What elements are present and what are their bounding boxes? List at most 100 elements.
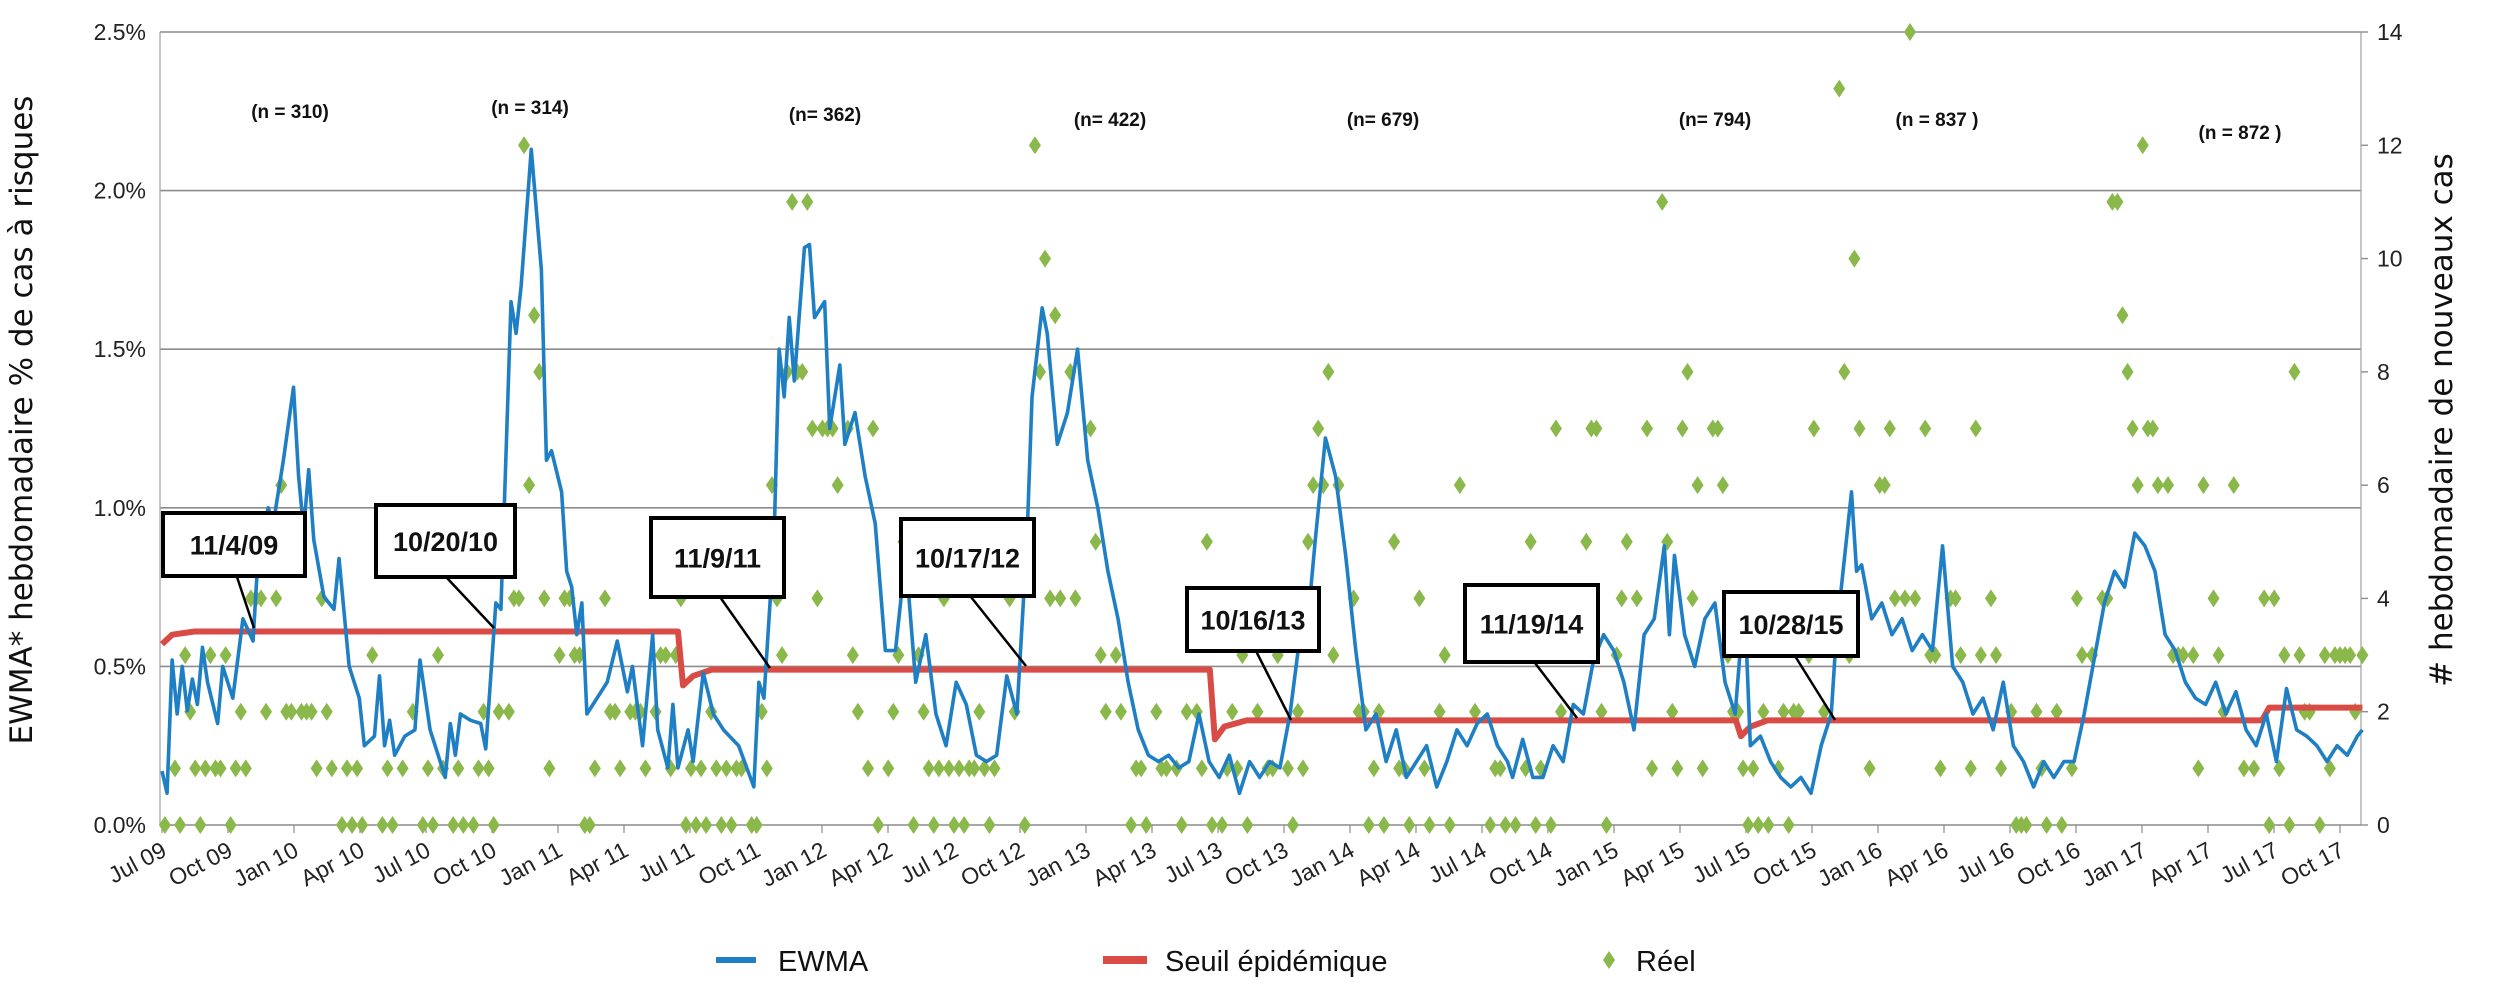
x-tick-label: Oct 09 <box>164 836 236 891</box>
x-tick-label: Apr 14 <box>1352 836 1424 891</box>
reel-point <box>1919 419 1932 438</box>
reel-point <box>1949 589 1962 608</box>
reel-point <box>1195 759 1208 778</box>
season-count-label: (n= 422) <box>1074 110 1146 131</box>
x-tick-label: Jul 17 <box>2216 836 2282 888</box>
reel-point <box>1590 419 1603 438</box>
reel-point <box>325 759 338 778</box>
reel-point <box>1054 589 1067 608</box>
reel-point <box>1848 249 1861 268</box>
reel-point <box>1909 589 1922 608</box>
x-tick-label: Jan 17 <box>2077 836 2150 891</box>
reel-point <box>234 702 247 721</box>
y2-tick-label: 4 <box>2377 585 2390 611</box>
reel-point <box>1964 759 1977 778</box>
callout-pointer <box>446 577 495 629</box>
x-tick-label: Jul 10 <box>368 836 434 888</box>
reel-point <box>1646 759 1659 778</box>
reel-point <box>1792 702 1805 721</box>
reel-point <box>158 816 171 834</box>
reel-point <box>1762 816 1775 834</box>
reel-point <box>1125 816 1138 834</box>
x-tick-label: Apr 15 <box>1616 836 1688 891</box>
x-tick-label: Oct 12 <box>956 836 1028 891</box>
reel-point <box>239 759 252 778</box>
reel-point <box>1772 759 1785 778</box>
reel-point <box>2076 646 2089 665</box>
x-tick-label: Jul 13 <box>1160 836 1226 888</box>
reel-point <box>1453 476 1466 495</box>
reel-point <box>1888 589 1901 608</box>
reel-point <box>169 759 182 778</box>
reel-point <box>421 759 434 778</box>
reel-point <box>1302 532 1315 551</box>
reel-point <box>260 702 273 721</box>
reel-point <box>725 816 738 834</box>
callout-box <box>374 503 517 579</box>
reel-point <box>2040 816 2053 834</box>
reel-point <box>1676 419 1689 438</box>
x-tick-label: Oct 10 <box>428 836 500 891</box>
x-tick-label: Jul 12 <box>896 836 962 888</box>
reel-point <box>1099 702 1112 721</box>
reel-point <box>1377 816 1390 834</box>
reel-point <box>695 759 708 778</box>
reel-point <box>1413 589 1426 608</box>
reel-point <box>1226 702 1239 721</box>
reel-point <box>1109 646 1122 665</box>
reel-point <box>1049 306 1062 325</box>
y-tick-label: 1.0% <box>94 495 146 521</box>
reel-point <box>1555 702 1568 721</box>
reel-point <box>376 816 389 834</box>
x-tick-label: Oct 11 <box>694 836 765 890</box>
reel-point <box>1175 816 1188 834</box>
reel-point <box>2212 646 2225 665</box>
season-count-label: (n = 837 ) <box>1896 110 1979 131</box>
reel-point <box>2121 362 2134 381</box>
reel-point <box>2344 646 2357 665</box>
reel-point <box>1757 702 1770 721</box>
reel-point <box>2131 476 2144 495</box>
y-tick-label: 0.5% <box>94 653 146 679</box>
reel-point <box>1094 646 1107 665</box>
reel-point <box>1286 816 1299 834</box>
reel-point <box>2111 192 2124 211</box>
x-tick-label: Jul 16 <box>1952 836 2018 888</box>
reel-point <box>543 759 556 778</box>
reel-point <box>2162 476 2175 495</box>
reel-point <box>523 476 536 495</box>
callout-date-label: 11/19/14 <box>1480 610 1584 640</box>
reel-point <box>492 702 505 721</box>
y-tick-label: 2.5% <box>94 19 146 45</box>
season-count-label: (n= 679) <box>1347 110 1419 131</box>
reel-point <box>1312 419 1325 438</box>
reel-point <box>942 759 955 778</box>
reel-point <box>1863 759 1876 778</box>
reel-point <box>1200 532 1213 551</box>
reel-point <box>1549 419 1562 438</box>
reel-point <box>2288 362 2301 381</box>
reel-point <box>1656 192 1669 211</box>
reel-point <box>801 192 814 211</box>
x-tick-label: Jul 15 <box>1688 836 1754 888</box>
reel-point <box>1544 816 1557 834</box>
x-tick-label: Jan 15 <box>1549 836 1622 891</box>
reel-point <box>224 816 237 834</box>
reel-point <box>1509 816 1522 834</box>
reel-point <box>1433 702 1446 721</box>
reel-point <box>867 419 880 438</box>
reel-point <box>690 816 703 834</box>
reel-point <box>1438 646 1451 665</box>
x-tick-label: Jan 12 <box>757 836 830 891</box>
reel-point <box>1469 702 1482 721</box>
reel-point <box>1969 419 1982 438</box>
reel-point <box>2020 816 2033 834</box>
reel-point <box>1681 362 1694 381</box>
reel-point <box>700 816 713 834</box>
reel-point <box>2030 702 2043 721</box>
x-tick-label: Apr 13 <box>1088 836 1160 891</box>
reel-point <box>285 702 298 721</box>
x-tick-label: Oct 15 <box>1748 836 1820 891</box>
callout-box <box>1185 586 1321 653</box>
reel-point <box>1752 816 1765 834</box>
